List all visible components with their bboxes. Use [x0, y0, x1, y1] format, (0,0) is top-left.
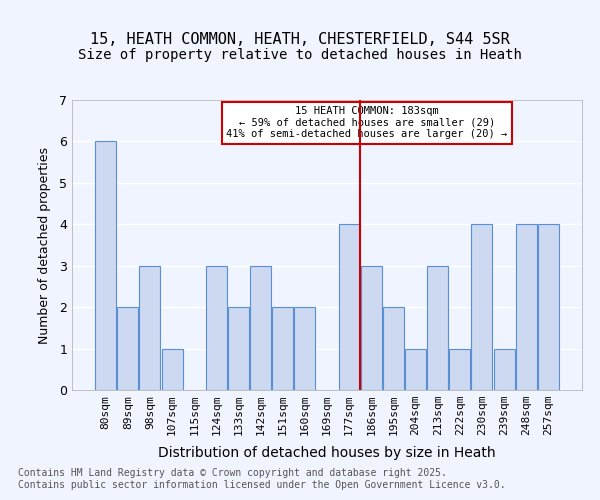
Text: Size of property relative to detached houses in Heath: Size of property relative to detached ho… — [78, 48, 522, 62]
Bar — [338, 224, 359, 390]
Text: Contains HM Land Registry data © Crown copyright and database right 2025.
Contai: Contains HM Land Registry data © Crown c… — [18, 468, 506, 490]
Bar — [449, 348, 470, 390]
Bar — [250, 266, 271, 390]
Bar — [272, 307, 293, 390]
Bar — [95, 142, 116, 390]
Y-axis label: Number of detached properties: Number of detached properties — [38, 146, 51, 344]
Bar — [538, 224, 559, 390]
Bar — [206, 266, 227, 390]
Bar — [405, 348, 426, 390]
Bar — [228, 307, 249, 390]
Bar — [494, 348, 515, 390]
Bar — [383, 307, 404, 390]
Bar — [118, 307, 139, 390]
Text: 15 HEATH COMMON: 183sqm
← 59% of detached houses are smaller (29)
41% of semi-de: 15 HEATH COMMON: 183sqm ← 59% of detache… — [226, 106, 508, 140]
Bar — [139, 266, 160, 390]
Bar — [161, 348, 182, 390]
Bar — [427, 266, 448, 390]
X-axis label: Distribution of detached houses by size in Heath: Distribution of detached houses by size … — [158, 446, 496, 460]
Bar — [361, 266, 382, 390]
Text: 15, HEATH COMMON, HEATH, CHESTERFIELD, S44 5SR: 15, HEATH COMMON, HEATH, CHESTERFIELD, S… — [90, 32, 510, 48]
Bar — [295, 307, 316, 390]
Bar — [472, 224, 493, 390]
Bar — [515, 224, 536, 390]
